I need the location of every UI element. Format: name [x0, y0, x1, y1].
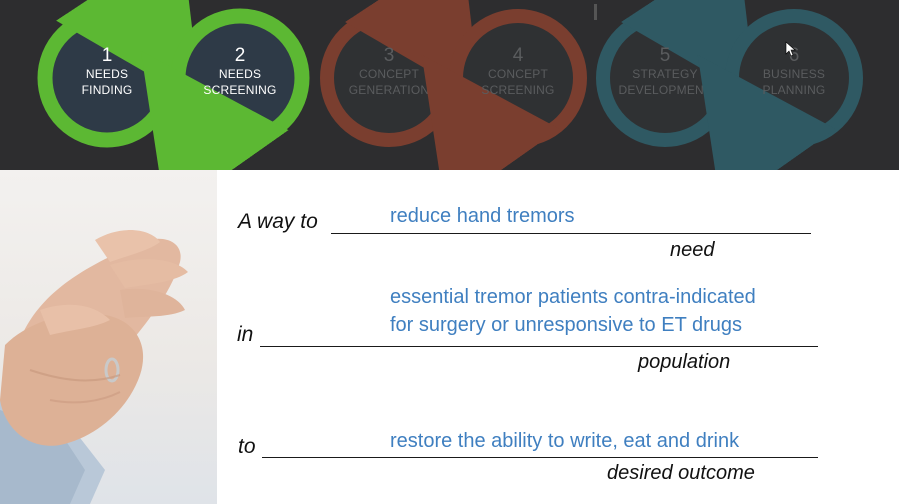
- stage-label-line2: GENERATION: [349, 83, 429, 97]
- stage-label-line1: NEEDS: [219, 67, 261, 81]
- stage-1[interactable]: 1 NEEDS FINDING: [37, 0, 202, 148]
- stage-number: 1: [102, 45, 113, 66]
- ring: [104, 357, 120, 383]
- stage-label-line1: CONCEPT: [359, 67, 420, 81]
- stage-3[interactable]: 3 CONCEPT GENERATION: [320, 0, 481, 147]
- outcome-lead-text: to: [238, 435, 256, 458]
- stage-label-line1: CONCEPT: [488, 67, 549, 81]
- stage-label-line2: DEVELOPMENT: [619, 83, 712, 97]
- stage-2[interactable]: 2 NEEDS SCREENING: [140, 8, 310, 170]
- stage-label-line1: STRATEGY: [632, 67, 697, 81]
- outcome-caption: desired outcome: [607, 462, 755, 484]
- outcome-value: restore the ability to write, eat and dr…: [390, 430, 740, 452]
- stage-label-line2: FINDING: [82, 83, 133, 97]
- top-triangle-marker: [166, 5, 178, 15]
- stage-label-line2: SCREENING: [481, 83, 554, 97]
- need-underline: [331, 233, 811, 234]
- bottom-tick-marker: [452, 142, 455, 160]
- need-caption: need: [670, 239, 715, 261]
- stage-number: 3: [384, 45, 395, 66]
- need-value: reduce hand tremors: [390, 205, 575, 227]
- stage-number: 5: [660, 45, 671, 66]
- clasped-hands-illustration: [0, 230, 188, 504]
- bottom-triangle-marker: [166, 147, 178, 157]
- process-banner: 1 NEEDS FINDING 2 NEEDS SCREENING 3 CONC…: [0, 0, 899, 170]
- stage-label-line1: NEEDS: [86, 67, 128, 81]
- population-underline: [260, 346, 818, 347]
- population-value-line1: essential tremor patients contra-indicat…: [390, 286, 756, 308]
- stage-diagram: 1 NEEDS FINDING 2 NEEDS SCREENING 3 CONC…: [37, 0, 863, 170]
- population-caption: population: [638, 351, 731, 373]
- stage-number: 4: [513, 45, 524, 66]
- need-lead-text: A way to: [238, 210, 318, 233]
- stage-6[interactable]: 6 BUSINESS PLANNING: [697, 9, 863, 170]
- population-value-line2: for surgery or unresponsive to ET drugs: [390, 314, 743, 336]
- stage-label-line1: BUSINESS: [763, 67, 825, 81]
- outcome-underline: [262, 457, 818, 458]
- stage-number: 2: [235, 45, 246, 66]
- stage-4[interactable]: 4 CONCEPT SCREENING: [421, 9, 587, 170]
- stage-label-line2: SCREENING: [203, 83, 276, 97]
- stage-5[interactable]: 5 STRATEGY DEVELOPMENT: [596, 0, 757, 147]
- stage-number: 6: [789, 45, 800, 66]
- hands-photo: [0, 170, 217, 504]
- top-tick-marker: [594, 4, 597, 20]
- population-lead-text: in: [237, 323, 254, 346]
- stage-label-line2: PLANNING: [763, 83, 826, 97]
- mouse-cursor-icon: [785, 41, 796, 57]
